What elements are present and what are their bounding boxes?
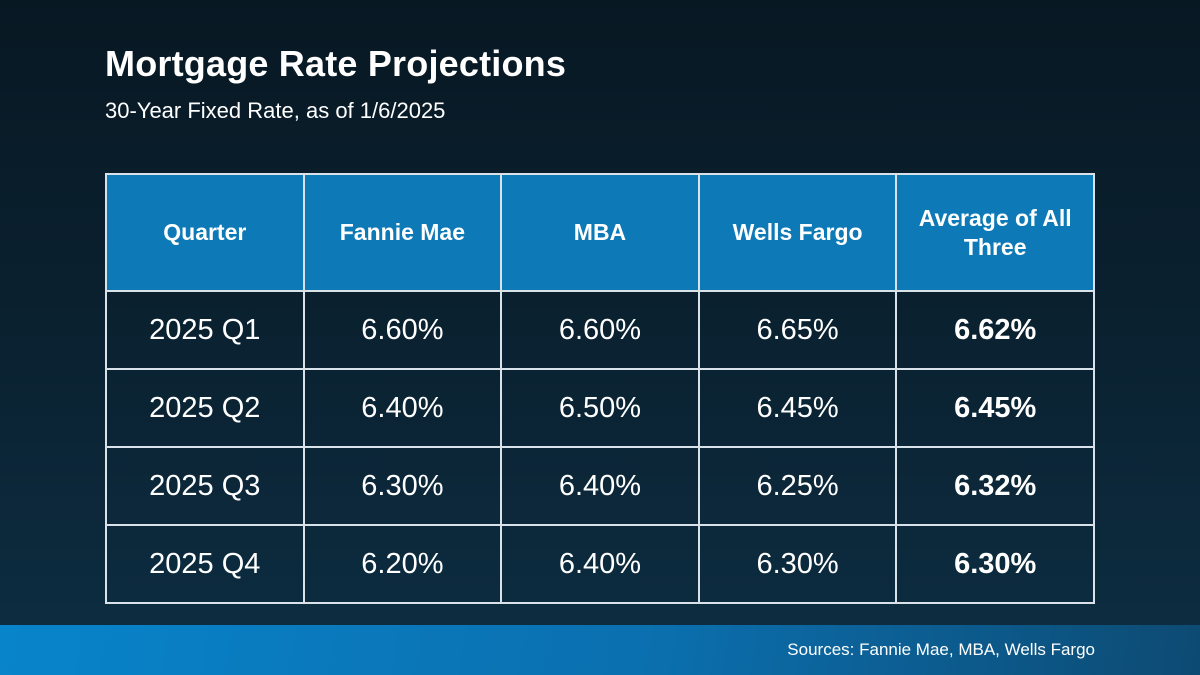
table-row-q3: 2025 Q3 6.30% 6.40% 6.25% 6.32%: [105, 446, 1095, 526]
mortgage-rate-table: Quarter Fannie Mae MBA Wells Fargo Avera…: [105, 173, 1095, 604]
table-row-q4: 2025 Q4 6.20% 6.40% 6.30% 6.30%: [105, 524, 1095, 604]
cell-q1-fannie-mae: 6.60%: [302, 290, 503, 370]
header-cell-fannie-mae: Fannie Mae: [302, 173, 503, 292]
cell-q3-average: 6.32%: [895, 446, 1095, 526]
cell-q1-wells-fargo: 6.65%: [697, 290, 898, 370]
header-cell-quarter: Quarter: [105, 173, 305, 292]
table-row-q2: 2025 Q2 6.40% 6.50% 6.45% 6.45%: [105, 368, 1095, 448]
cell-q4-quarter: 2025 Q4: [105, 524, 305, 604]
footer-bar: Sources: Fannie Mae, MBA, Wells Fargo: [0, 625, 1200, 675]
cell-q2-quarter: 2025 Q2: [105, 368, 305, 448]
cell-q4-fannie-mae: 6.20%: [302, 524, 503, 604]
cell-q1-average: 6.62%: [895, 290, 1095, 370]
table-header: Quarter Fannie Mae MBA Wells Fargo Avera…: [105, 173, 1095, 292]
cell-q2-mba: 6.50%: [500, 368, 700, 448]
cell-q2-fannie-mae: 6.40%: [302, 368, 503, 448]
header-cell-mba: MBA: [500, 173, 700, 292]
cell-q3-wells-fargo: 6.25%: [697, 446, 898, 526]
table-row-q1: 2025 Q1 6.60% 6.60% 6.65% 6.62%: [105, 290, 1095, 370]
cell-q4-wells-fargo: 6.30%: [697, 524, 898, 604]
table-header-row: Quarter Fannie Mae MBA Wells Fargo Avera…: [105, 173, 1095, 292]
cell-q3-mba: 6.40%: [500, 446, 700, 526]
cell-q2-average: 6.45%: [895, 368, 1095, 448]
cell-q2-wells-fargo: 6.45%: [697, 368, 898, 448]
cell-q4-mba: 6.40%: [500, 524, 700, 604]
cell-q1-mba: 6.60%: [500, 290, 700, 370]
cell-q3-quarter: 2025 Q3: [105, 446, 305, 526]
cell-q3-fannie-mae: 6.30%: [302, 446, 503, 526]
page-subtitle: 30-Year Fixed Rate, as of 1/6/2025: [105, 98, 446, 123]
table-body: 2025 Q1 6.60% 6.60% 6.65% 6.62% 2025 Q2 …: [105, 290, 1095, 604]
page-title: Mortgage Rate Projections: [105, 43, 567, 84]
sources-note: Sources: Fannie Mae, MBA, Wells Fargo: [787, 640, 1095, 659]
header-cell-average: Average of All Three: [895, 173, 1095, 292]
cell-q1-quarter: 2025 Q1: [105, 290, 305, 370]
cell-q4-average: 6.30%: [895, 524, 1095, 604]
header-cell-wells-fargo: Wells Fargo: [697, 173, 898, 292]
